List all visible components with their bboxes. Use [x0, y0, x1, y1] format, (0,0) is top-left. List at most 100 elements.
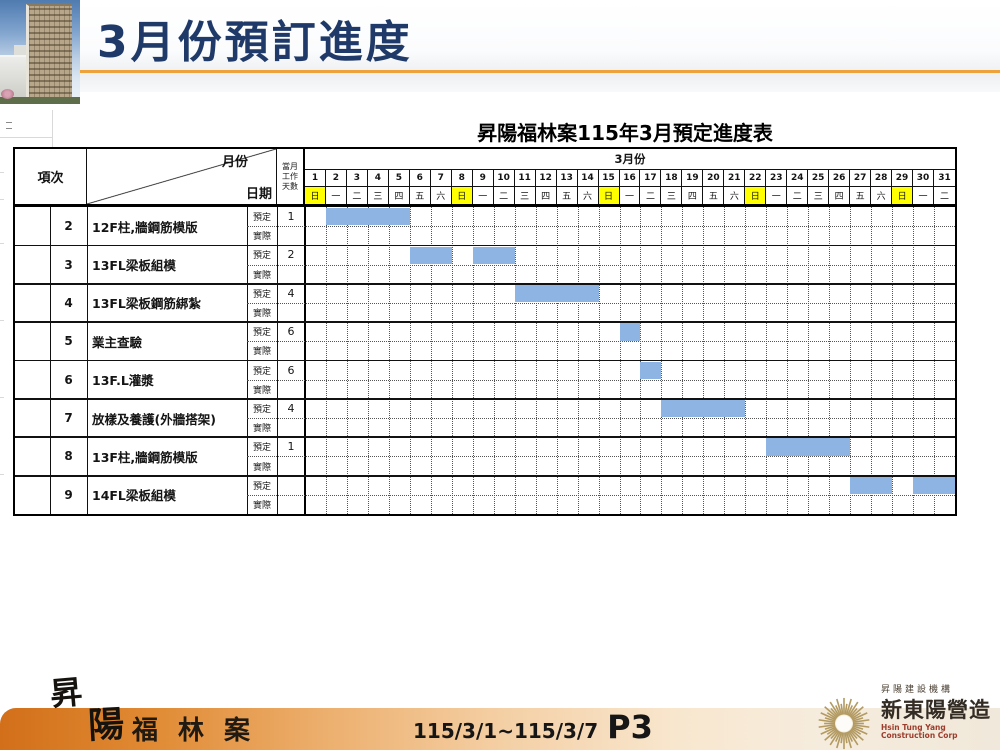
company-name: 新東陽營造 — [881, 696, 991, 722]
day-number-cell: 13 — [556, 170, 578, 187]
building-bush-art — [0, 97, 80, 104]
subrow-separator — [247, 379, 955, 381]
sheet-tick — [0, 474, 4, 475]
building-flower-art — [1, 89, 14, 99]
day-number-cell: 2 — [325, 170, 347, 187]
task-no-cell: 3 — [64, 257, 73, 272]
day-number-cell: 3 — [346, 170, 368, 187]
day-number-cell: 17 — [640, 170, 662, 187]
planned-workdays-cell: 1 — [287, 440, 295, 454]
header-separator — [15, 204, 955, 207]
page-number: P3 — [607, 708, 653, 746]
day-number-cell: 31 — [934, 170, 955, 187]
weekday-cell: 四 — [829, 187, 851, 204]
task-no-cell: 5 — [64, 334, 73, 349]
gantt-bar-planned — [556, 284, 578, 303]
day-number-cell: 23 — [766, 170, 788, 187]
day-number-cell: 10 — [493, 170, 515, 187]
day-number-cell: 18 — [661, 170, 683, 187]
gantt-bar-planned — [808, 438, 830, 456]
sunburst-icon — [818, 697, 870, 750]
sheet-tick — [0, 243, 4, 244]
logo-char-sheng: 昇 — [48, 672, 84, 714]
planned-label-cell: 預定 — [252, 404, 271, 415]
company-name-en: Hsin Tung Yang Construction Corp — [881, 722, 958, 741]
weekday-cell: 三 — [808, 187, 830, 204]
weekday-cell: 二 — [940, 192, 950, 202]
day-number-cell: 8 — [451, 170, 473, 187]
gantt-bar-planned — [430, 246, 452, 264]
day-number-cell: 6 — [409, 170, 431, 187]
planned-label-cell: 預定 — [252, 289, 271, 300]
task-no-cell: 8 — [64, 449, 73, 464]
planned-label-cell: 預定 — [252, 213, 271, 224]
sheet-tick — [0, 320, 4, 321]
sheet-tick — [0, 199, 4, 200]
gantt-bar-planned — [577, 284, 599, 303]
day-number-cell: 24 — [787, 170, 809, 187]
gantt-bar-planned — [493, 246, 515, 264]
actual-label-cell: 實際 — [252, 347, 271, 358]
planned-label-cell: 預定 — [252, 251, 271, 262]
planned-label-cell: 預定 — [252, 481, 271, 492]
planned-label-cell: 預定 — [252, 443, 271, 454]
subrow-separator — [247, 302, 955, 304]
weekday-cell: 四 — [682, 187, 704, 204]
month-band: 3月份 — [305, 149, 955, 170]
weekday-cell: 六 — [724, 187, 746, 204]
day-number-cell: 4 — [367, 170, 389, 187]
task-name-cell: 13FL梁板鋼筋綁紮 — [92, 296, 201, 312]
day-number-cell: 27 — [850, 170, 872, 187]
row-separator — [15, 398, 955, 400]
gantt-bar-planned — [472, 246, 494, 264]
weekday-cell: 一 — [326, 187, 347, 204]
diag-month-label: 月份 — [221, 155, 248, 170]
logo-char-yang: 陽 — [87, 703, 126, 747]
weekday-cell: 日 — [892, 187, 914, 204]
day-number-cell: 29 — [892, 170, 914, 187]
sheet-tick — [0, 172, 4, 173]
actual-label-cell: 實際 — [252, 309, 271, 320]
gantt-bar-planned — [724, 400, 746, 418]
month-date-diagonal-cell: 月份日期 — [87, 149, 277, 204]
weekday-cell: 三 — [515, 187, 536, 204]
weekday-cell: 六 — [431, 187, 452, 204]
gantt-bar-planned — [661, 400, 683, 418]
gantt-bar-planned — [766, 438, 788, 456]
workdays-col-header: 當月 工作 天數 — [277, 149, 305, 204]
task-name-cell: 13F柱,牆鋼筋模版 — [92, 449, 198, 465]
company-group-name: 昇陽建設機構 — [881, 685, 954, 695]
gantt-bar-planned — [388, 208, 410, 226]
item-col-header: 項次 — [15, 149, 87, 204]
gantt-bar-planned — [787, 438, 809, 456]
weekday-cell: 二 — [494, 187, 515, 204]
date-range: 115/3/1~115/3/7 — [413, 719, 599, 743]
project-name: 福林案 — [132, 716, 271, 746]
actual-label-cell: 實際 — [252, 462, 271, 473]
day-number-cell: 12 — [535, 170, 557, 187]
gantt-table: 項次 月份 日期 當月 工作 天數 3月份 1 日 2 一 3 二 4 三 5 四 6 五 7 六 8 日 9 一 10 二 11 三 1… — [13, 147, 957, 516]
task-no-cell: 6 — [64, 372, 73, 387]
day-number-cell: 14 — [577, 170, 599, 187]
planned-workdays-cell: 6 — [287, 325, 295, 339]
gantt-bar-planned — [409, 246, 431, 264]
task-name-cell: 14FL梁板組模 — [92, 488, 176, 504]
day-number-cell: 20 — [703, 170, 725, 187]
gantt-bar-planned — [913, 476, 935, 494]
gantt-bar-planned — [325, 208, 347, 226]
gantt-title: 昇陽福林案115年3月預定進度表 — [477, 121, 773, 145]
weekday-cell: 一 — [473, 187, 494, 204]
footer-date-page: 115/3/1~115/3/7 P3 — [413, 708, 653, 746]
diag-date-label: 日期 — [245, 187, 272, 202]
row-separator — [15, 321, 955, 323]
weekday-cell: 一 — [913, 187, 935, 204]
subrow-separator — [247, 264, 955, 266]
row-separator — [15, 436, 955, 439]
weekday-cell: 四 — [536, 187, 557, 204]
weekday-cell: 四 — [389, 187, 410, 204]
gantt-bar-planned — [871, 476, 893, 494]
task-no-cell: 4 — [64, 295, 73, 310]
building-photo — [0, 0, 80, 104]
weekday-cell: 五 — [410, 187, 431, 204]
